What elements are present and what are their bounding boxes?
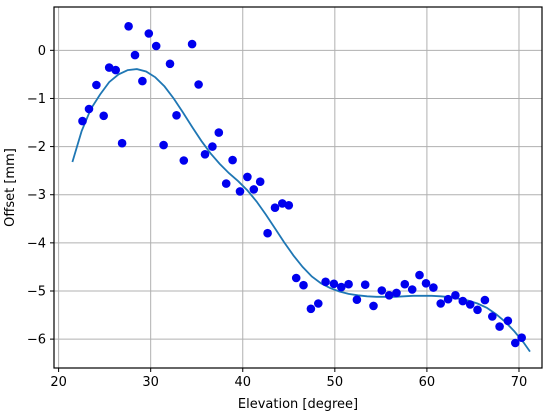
grid-lines [54,7,542,368]
data-point [221,179,231,188]
data-point [104,63,114,72]
x-tick-label: 60 [419,375,436,390]
data-point [159,140,168,150]
data-point [172,111,181,120]
y-tick-label: −6 [27,333,46,348]
data-point [92,80,101,90]
fit-curve-line [71,68,531,353]
x-tick-label: 70 [511,375,528,390]
data-point [144,29,154,38]
y-tick-label: −1 [27,92,46,107]
data-point [465,300,475,309]
data-point [511,338,520,348]
data-point [458,296,468,306]
data-point [249,185,259,194]
data-point [480,295,490,305]
data-point [200,150,210,159]
data-point [369,301,378,311]
data-point [179,156,189,165]
data-point [400,279,410,289]
data-point [517,333,526,343]
data-point [321,277,330,287]
data-point [243,172,252,182]
data-point [187,39,197,49]
data-point [284,201,294,210]
data-point [84,104,94,114]
data-point [503,316,513,326]
x-tick-label: 30 [142,375,159,390]
data-point [360,280,370,290]
fit-curve-group [71,68,531,353]
data-point [138,76,147,86]
data-point [429,283,438,292]
y-tick-label: −3 [27,188,46,203]
data-point [299,280,308,290]
data-point [130,50,140,60]
data-point [436,299,446,308]
data-point [306,304,316,314]
plot-frame [53,6,543,369]
data-point [124,22,133,31]
data-point [228,155,237,165]
data-point [384,291,394,300]
x-tick-label: 40 [234,375,251,390]
data-point [208,142,217,151]
data-point [329,279,339,289]
data-points-group [78,22,526,348]
data-point [415,270,424,280]
y-axis-ticks: 0 −1 −2 −3 −4 −5 −6 [27,44,54,348]
data-point [377,286,387,295]
data-point [165,59,175,69]
data-point [214,128,224,137]
y-axis-label: Offset [mm] [3,148,18,227]
data-point [495,322,504,331]
data-point [473,305,482,315]
data-point [314,299,323,308]
y-tick-label: −2 [27,140,46,155]
data-point [78,116,87,126]
x-tick-label: 50 [327,375,344,390]
data-point [392,288,401,298]
data-point [235,187,245,196]
y-tick-label: −5 [27,284,46,299]
data-point [488,312,497,321]
x-axis-ticks: 20 30 40 50 60 70 [50,368,527,390]
data-point [451,291,460,300]
data-point [263,228,272,238]
data-point [111,65,120,75]
data-point [194,80,203,89]
data-point [407,285,417,294]
data-point [352,295,362,305]
data-point [99,111,108,121]
y-tick-label: 0 [38,44,46,59]
data-point [337,282,346,292]
data-point [151,41,161,51]
data-point [270,203,280,212]
data-point [443,294,453,304]
x-tick-label: 20 [50,375,67,390]
y-tick-label: −4 [27,236,46,251]
data-point [421,279,431,288]
data-point [278,199,287,208]
data-point [117,138,127,148]
data-point [291,273,301,283]
data-point [255,177,265,186]
data-point [344,279,353,289]
x-axis-label: Elevation [degree] [238,397,358,412]
